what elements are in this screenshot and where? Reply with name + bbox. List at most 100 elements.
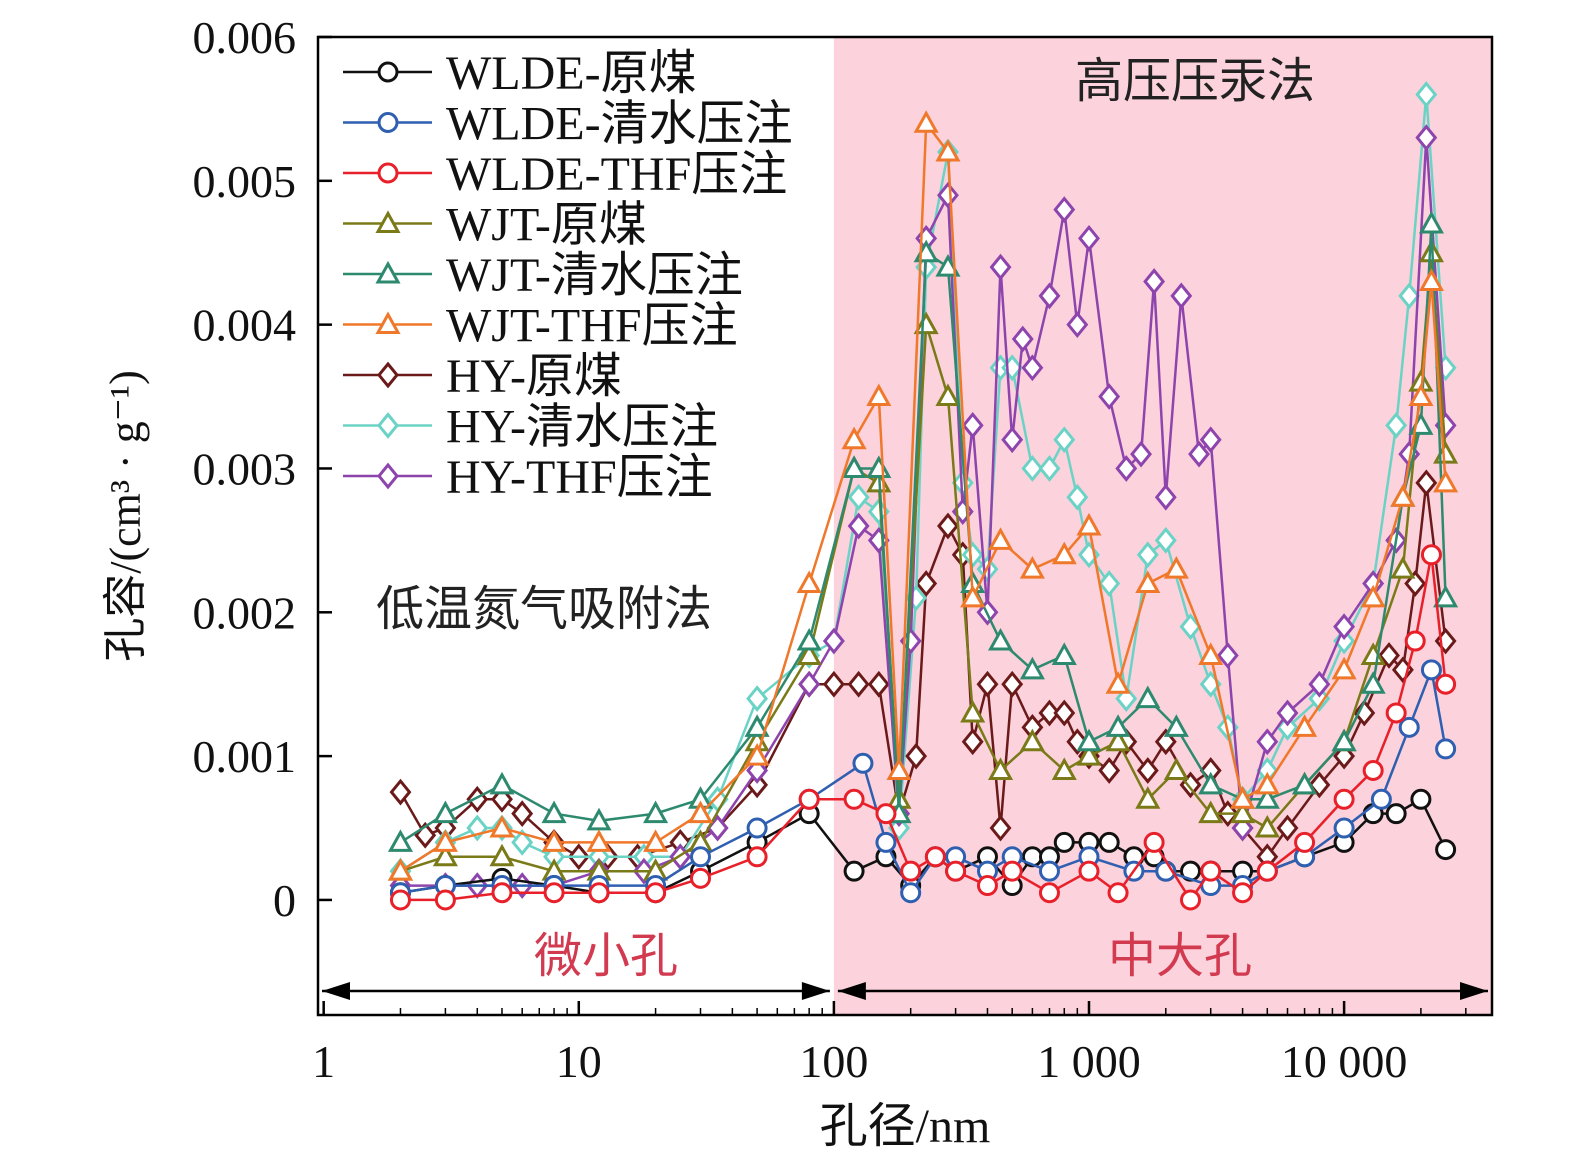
series-layer xyxy=(387,81,1459,911)
legend-marker xyxy=(377,112,399,133)
series-5-point xyxy=(1292,771,1318,795)
series-2 xyxy=(389,659,1457,904)
legend-item-5: WJT-清水压注 xyxy=(343,249,743,302)
series-3-point xyxy=(690,867,712,889)
legend-item-4: WJT-原煤 xyxy=(343,199,647,252)
legend-marker xyxy=(375,210,401,233)
series-7-point xyxy=(915,570,938,597)
right-range-arrow-head-right xyxy=(1460,982,1488,1000)
series-3-point xyxy=(924,846,946,868)
legend-marker xyxy=(377,412,399,439)
series-3-point xyxy=(645,882,667,904)
series-5-point xyxy=(1051,642,1077,665)
series-8-point xyxy=(1066,483,1089,511)
series-6-point xyxy=(1331,656,1357,680)
series-7-point xyxy=(989,814,1012,842)
series-3-point xyxy=(543,882,565,904)
series-7-point xyxy=(976,670,999,698)
series-4-point xyxy=(489,843,515,867)
series-1-point xyxy=(1410,788,1432,810)
series-6-point xyxy=(489,814,515,838)
series-5-point xyxy=(1019,656,1045,680)
series-5-point xyxy=(586,807,612,831)
series-4-point xyxy=(1076,743,1102,766)
y-tick-label: 0.001 xyxy=(193,731,297,782)
series-3-point xyxy=(491,882,513,904)
series-6-point xyxy=(1254,771,1280,795)
legend: WLDE-原煤WLDE-清水压注WLDE-THF压注WJT-原煤WJT-清水压注… xyxy=(343,47,793,504)
series-3-point xyxy=(434,889,456,911)
series-5-point xyxy=(1360,671,1386,694)
series-3-point xyxy=(588,882,610,904)
legend-label: WJT-清水压注 xyxy=(446,249,743,302)
series-4-point xyxy=(1390,556,1416,579)
series-5-point xyxy=(1076,728,1102,752)
series-3 xyxy=(389,544,1457,911)
series-8-point xyxy=(961,541,984,569)
series-3-point xyxy=(843,788,865,810)
axes-layer: 0 0.001 0.002 0.003 0.004 0.005 0.006 1 10 100 1 0… xyxy=(101,12,1494,1153)
series-5-point xyxy=(1135,685,1161,709)
series-7-point xyxy=(511,800,534,828)
series-5-point xyxy=(387,829,414,852)
series-8-point xyxy=(1385,411,1408,439)
legend-item-3: WLDE-THF压注 xyxy=(343,148,787,201)
legend-marker xyxy=(377,462,399,490)
series-5-point xyxy=(541,800,567,824)
series-5-point xyxy=(489,771,515,795)
series-8-point xyxy=(1098,570,1121,597)
series-4-point xyxy=(1163,757,1189,780)
series-4-point xyxy=(1135,786,1161,809)
series-4-point xyxy=(1230,800,1256,824)
series-6-point xyxy=(643,829,669,852)
series-8-point xyxy=(1021,455,1044,482)
series-3-point xyxy=(1256,860,1278,882)
series-2-point xyxy=(746,817,768,839)
series-8-point xyxy=(511,829,534,856)
series-8-point xyxy=(1415,81,1438,108)
series-6-point xyxy=(1163,556,1189,579)
series-5-point xyxy=(841,455,867,478)
legend-label: HY-原煤 xyxy=(446,350,622,403)
series-9-point xyxy=(1415,124,1438,152)
series-9-point xyxy=(847,512,870,540)
series-8-point xyxy=(1398,282,1421,310)
series-7-point xyxy=(847,670,870,698)
series-9-point xyxy=(1216,642,1239,669)
legend-label: WLDE-清水压注 xyxy=(446,98,793,151)
series-6-point xyxy=(1051,541,1077,565)
x-tick-label: 10 xyxy=(556,1036,602,1087)
series-2-point xyxy=(875,831,897,853)
series-2-point xyxy=(1398,716,1420,738)
series-3-point xyxy=(976,875,998,897)
series-9-point xyxy=(961,411,984,439)
legend-item-6: WJT-THF压注 xyxy=(343,300,738,353)
series-3-point xyxy=(1180,889,1202,911)
series-7-point xyxy=(1098,757,1121,784)
legend-item-2: WLDE-清水压注 xyxy=(343,98,793,151)
series-8-point xyxy=(746,685,769,712)
series-9-point xyxy=(989,253,1012,281)
y-tick-label: 0.003 xyxy=(193,443,297,494)
series-9-point xyxy=(1256,728,1279,756)
series-3-point xyxy=(1107,882,1129,904)
series-3-point xyxy=(1435,673,1457,695)
series-6-point xyxy=(1390,484,1416,507)
series-9-point xyxy=(1333,613,1356,641)
x-tick-label: 100 xyxy=(799,1036,868,1087)
series-3-point xyxy=(1420,544,1442,566)
series-5-point xyxy=(987,627,1014,651)
series-9-point xyxy=(822,627,845,655)
x-axis-label: 孔径/nm xyxy=(820,1100,991,1153)
x-tick-label: 1 xyxy=(312,1036,335,1087)
series-6-point xyxy=(796,570,822,594)
series-7-point xyxy=(1415,469,1438,497)
series-9-point xyxy=(1038,282,1061,310)
series-7-point xyxy=(389,778,412,806)
series-6-point xyxy=(935,138,961,162)
legend-label: WJT-原煤 xyxy=(446,199,647,252)
legend-marker xyxy=(377,162,399,184)
series-3-point xyxy=(1232,882,1254,904)
series-2-point xyxy=(690,846,712,868)
